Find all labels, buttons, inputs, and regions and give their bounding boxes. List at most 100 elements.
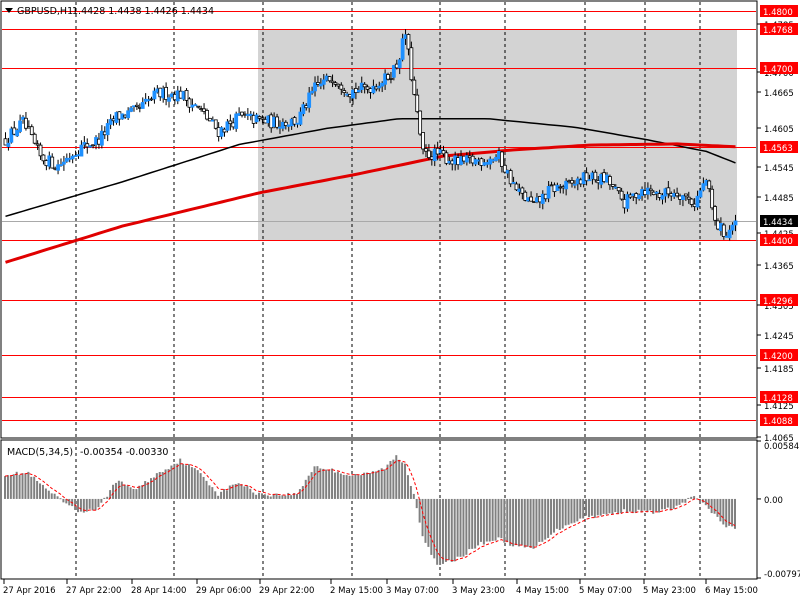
candle-body bbox=[32, 133, 37, 144]
candle-body bbox=[140, 102, 145, 109]
macd-histogram-bar bbox=[272, 494, 275, 499]
candle-body bbox=[499, 151, 504, 167]
macd-histogram-bar bbox=[663, 498, 666, 510]
macd-histogram-bar bbox=[500, 498, 503, 539]
macd-histogram-bar bbox=[260, 493, 263, 499]
candle-body bbox=[730, 224, 735, 231]
candle-body bbox=[275, 116, 279, 128]
macd-histogram-bar bbox=[628, 498, 631, 512]
level-price-tag[interactable] bbox=[760, 23, 798, 35]
macd-histogram-bar bbox=[30, 476, 33, 499]
macd-histogram-bar bbox=[494, 498, 497, 541]
candle-body bbox=[701, 183, 706, 191]
macd-histogram-bar bbox=[147, 482, 150, 499]
level-price-tag[interactable] bbox=[760, 414, 798, 426]
level-price-tag-label: 1.4088 bbox=[763, 417, 793, 427]
level-price-tag[interactable] bbox=[760, 5, 798, 17]
macd-histogram-bar bbox=[526, 498, 529, 547]
macd-histogram-bar bbox=[447, 498, 450, 561]
macd-histogram-bar bbox=[357, 475, 360, 499]
macd-histogram-bar bbox=[637, 498, 640, 510]
candle-body bbox=[608, 176, 612, 186]
macd-histogram-bar bbox=[698, 498, 701, 503]
macd-histogram-bar bbox=[50, 493, 53, 499]
macd-histogram-bar bbox=[579, 498, 582, 519]
macd-histogram-bar bbox=[623, 498, 626, 510]
candle-body bbox=[257, 116, 262, 119]
time-tick-label: 27 Apr 22:00 bbox=[66, 586, 121, 596]
macd-histogram-bar bbox=[4, 476, 6, 499]
macd-histogram-bar bbox=[725, 498, 728, 528]
candle-body bbox=[695, 195, 700, 208]
macd-histogram-bar bbox=[404, 463, 407, 499]
macd-histogram-bar bbox=[596, 498, 599, 516]
macd-histogram-bar bbox=[304, 479, 307, 499]
macd-histogram-bar bbox=[608, 498, 611, 514]
candle-body bbox=[610, 184, 615, 187]
level-price-tag[interactable] bbox=[760, 349, 798, 361]
macd-histogram-bar bbox=[482, 498, 485, 545]
macd-histogram-bar bbox=[421, 498, 424, 537]
candle-body bbox=[546, 186, 551, 199]
macd-histogram-bar bbox=[570, 498, 573, 524]
candle-body bbox=[426, 150, 431, 158]
macd-histogram-bar bbox=[532, 498, 535, 549]
price-tick-label: 1.4245 bbox=[764, 332, 794, 342]
candle-body bbox=[225, 121, 230, 131]
macd-histogram-bar bbox=[538, 498, 541, 542]
candle-body bbox=[654, 191, 659, 194]
macd-histogram-bar bbox=[731, 498, 734, 527]
macd-histogram-bar bbox=[336, 471, 339, 499]
candle-body bbox=[59, 164, 63, 167]
time-tick-label: 29 Apr 22:00 bbox=[259, 586, 314, 596]
macd-histogram-bar bbox=[488, 498, 491, 542]
macd-histogram-bar bbox=[173, 463, 176, 499]
level-price-tag[interactable] bbox=[760, 294, 798, 306]
candle-body bbox=[330, 80, 335, 84]
level-price-tag[interactable] bbox=[760, 391, 798, 403]
candle-body bbox=[184, 90, 189, 101]
time-tick-label: 28 Apr 14:00 bbox=[131, 586, 186, 596]
macd-histogram-bar bbox=[316, 466, 319, 499]
macd-histogram-bar bbox=[503, 498, 506, 543]
macd-histogram-bar bbox=[41, 484, 44, 499]
macd-histogram-bar bbox=[199, 473, 202, 499]
level-price-tag[interactable] bbox=[760, 62, 798, 74]
macd-histogram-bar bbox=[331, 468, 334, 499]
candle-body bbox=[660, 195, 665, 200]
candle-body bbox=[129, 107, 133, 112]
time-tick-label: 5 May 07:00 bbox=[579, 586, 632, 596]
candle-body bbox=[415, 94, 420, 113]
price-tick-label: 1.4305 bbox=[764, 302, 794, 312]
candle-body bbox=[432, 148, 437, 162]
candle-body bbox=[327, 76, 332, 82]
level-price-tag[interactable] bbox=[760, 141, 798, 153]
macd-histogram-bar bbox=[65, 498, 68, 504]
candle-body bbox=[683, 193, 688, 197]
macd-histogram-bar bbox=[266, 495, 269, 499]
macd-histogram-bar bbox=[415, 498, 418, 509]
macd-histogram-bar bbox=[430, 498, 433, 555]
macd-histogram-bar bbox=[161, 472, 164, 499]
macd-histogram-bar bbox=[103, 497, 106, 499]
candle-body bbox=[637, 194, 642, 200]
macd-histogram-bar bbox=[672, 498, 675, 509]
macd-histogram-bar bbox=[401, 462, 404, 499]
header-menu-triangle-icon[interactable] bbox=[5, 8, 13, 13]
macd-histogram-bar bbox=[366, 472, 369, 499]
macd-histogram-bar bbox=[634, 498, 637, 513]
macd-histogram-bar bbox=[383, 469, 386, 499]
candle-body bbox=[29, 126, 34, 135]
macd-histogram-bar bbox=[231, 484, 234, 499]
candle-body bbox=[371, 85, 376, 94]
macd-histogram-bar bbox=[427, 498, 430, 547]
level-price-tag[interactable] bbox=[760, 234, 798, 246]
macd-histogram-bar bbox=[412, 493, 415, 499]
macd-histogram-bar bbox=[395, 455, 398, 499]
macd-histogram-bar bbox=[287, 492, 290, 499]
level-price-tag-label: 1.4400 bbox=[763, 237, 793, 247]
macd-histogram-bar bbox=[333, 472, 336, 499]
candle-body bbox=[62, 161, 66, 165]
